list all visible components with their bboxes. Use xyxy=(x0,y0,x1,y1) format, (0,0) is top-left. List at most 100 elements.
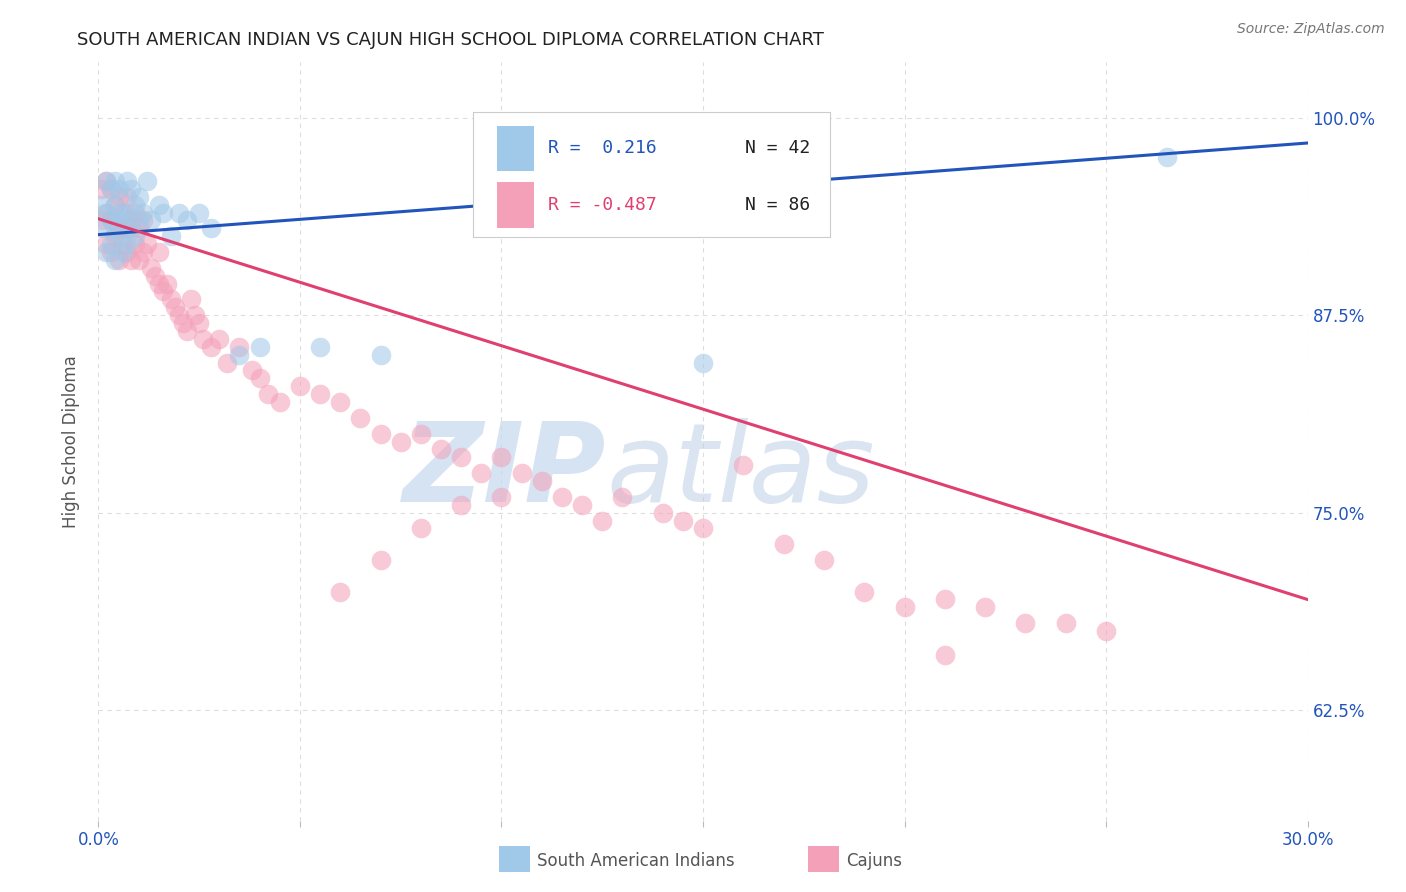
Point xyxy=(893,600,915,615)
Point xyxy=(120,213,142,227)
Text: Source: ZipAtlas.com: Source: ZipAtlas.com xyxy=(1237,22,1385,37)
Point xyxy=(409,521,432,535)
Point xyxy=(132,244,155,259)
Point xyxy=(692,355,714,369)
Point xyxy=(156,277,179,291)
Point xyxy=(120,221,142,235)
Point xyxy=(288,379,311,393)
Point xyxy=(91,182,114,196)
Point xyxy=(111,237,134,252)
Point xyxy=(124,205,146,219)
Point xyxy=(100,213,122,227)
Point xyxy=(329,584,352,599)
Point xyxy=(96,174,118,188)
Point xyxy=(208,332,231,346)
Point xyxy=(450,450,472,465)
Point xyxy=(135,174,157,188)
Point xyxy=(115,244,138,259)
Point xyxy=(124,197,146,211)
Point xyxy=(128,190,150,204)
Point xyxy=(672,514,695,528)
Point xyxy=(551,490,574,504)
Point xyxy=(470,466,492,480)
Point xyxy=(107,182,129,196)
FancyBboxPatch shape xyxy=(474,112,830,236)
Point xyxy=(329,395,352,409)
Point xyxy=(491,490,513,504)
Point xyxy=(370,426,392,441)
Point xyxy=(103,229,125,244)
Point xyxy=(1014,616,1036,631)
Point xyxy=(103,252,125,267)
Point xyxy=(256,387,278,401)
Point xyxy=(103,197,125,211)
Point xyxy=(370,348,392,362)
Point xyxy=(193,332,215,346)
Point xyxy=(91,221,114,235)
Point xyxy=(249,371,271,385)
Point xyxy=(228,348,250,362)
Point xyxy=(240,363,263,377)
Point xyxy=(96,205,118,219)
Point xyxy=(612,490,634,504)
Point xyxy=(491,450,513,465)
Point xyxy=(107,221,129,235)
Point xyxy=(124,229,146,244)
Point xyxy=(115,174,138,188)
Point xyxy=(409,426,432,441)
Point xyxy=(107,190,129,204)
Point xyxy=(934,648,956,662)
Point xyxy=(128,213,150,227)
Point xyxy=(200,221,222,235)
Point xyxy=(163,300,186,314)
Text: N = 86: N = 86 xyxy=(745,196,811,214)
Text: R = -0.487: R = -0.487 xyxy=(548,196,657,214)
Point xyxy=(132,213,155,227)
Point xyxy=(132,205,155,219)
Point xyxy=(160,293,183,307)
Point xyxy=(370,553,392,567)
Point xyxy=(167,308,190,322)
Point xyxy=(813,553,835,567)
Point xyxy=(853,584,876,599)
Point xyxy=(934,592,956,607)
Point xyxy=(651,506,673,520)
Point xyxy=(430,442,453,457)
Point xyxy=(228,340,250,354)
Point xyxy=(143,268,166,283)
Point xyxy=(152,285,174,299)
Text: SOUTH AMERICAN INDIAN VS CAJUN HIGH SCHOOL DIPLOMA CORRELATION CHART: SOUTH AMERICAN INDIAN VS CAJUN HIGH SCHO… xyxy=(77,31,824,49)
Point xyxy=(309,340,332,354)
Y-axis label: High School Diploma: High School Diploma xyxy=(62,355,80,528)
Point xyxy=(124,237,146,252)
Text: ZIP: ZIP xyxy=(402,418,606,525)
Point xyxy=(772,537,794,551)
Point xyxy=(115,190,138,204)
Point xyxy=(103,174,125,188)
Point xyxy=(349,410,371,425)
Point xyxy=(269,395,291,409)
Point xyxy=(100,244,122,259)
Point xyxy=(530,474,553,488)
Point xyxy=(148,197,170,211)
Point xyxy=(389,434,412,449)
Point xyxy=(591,514,613,528)
Point xyxy=(111,213,134,227)
Text: South American Indians: South American Indians xyxy=(537,852,735,870)
Point xyxy=(139,213,162,227)
Point xyxy=(1156,150,1178,164)
Point xyxy=(148,277,170,291)
Point xyxy=(450,498,472,512)
Point xyxy=(120,182,142,196)
Point xyxy=(103,197,125,211)
Point xyxy=(111,244,134,259)
Point xyxy=(135,237,157,252)
Point xyxy=(96,174,118,188)
Point xyxy=(115,237,138,252)
Point xyxy=(100,237,122,252)
Point xyxy=(120,252,142,267)
Point xyxy=(91,213,114,227)
Point xyxy=(167,205,190,219)
Point xyxy=(309,387,332,401)
Point xyxy=(692,521,714,535)
